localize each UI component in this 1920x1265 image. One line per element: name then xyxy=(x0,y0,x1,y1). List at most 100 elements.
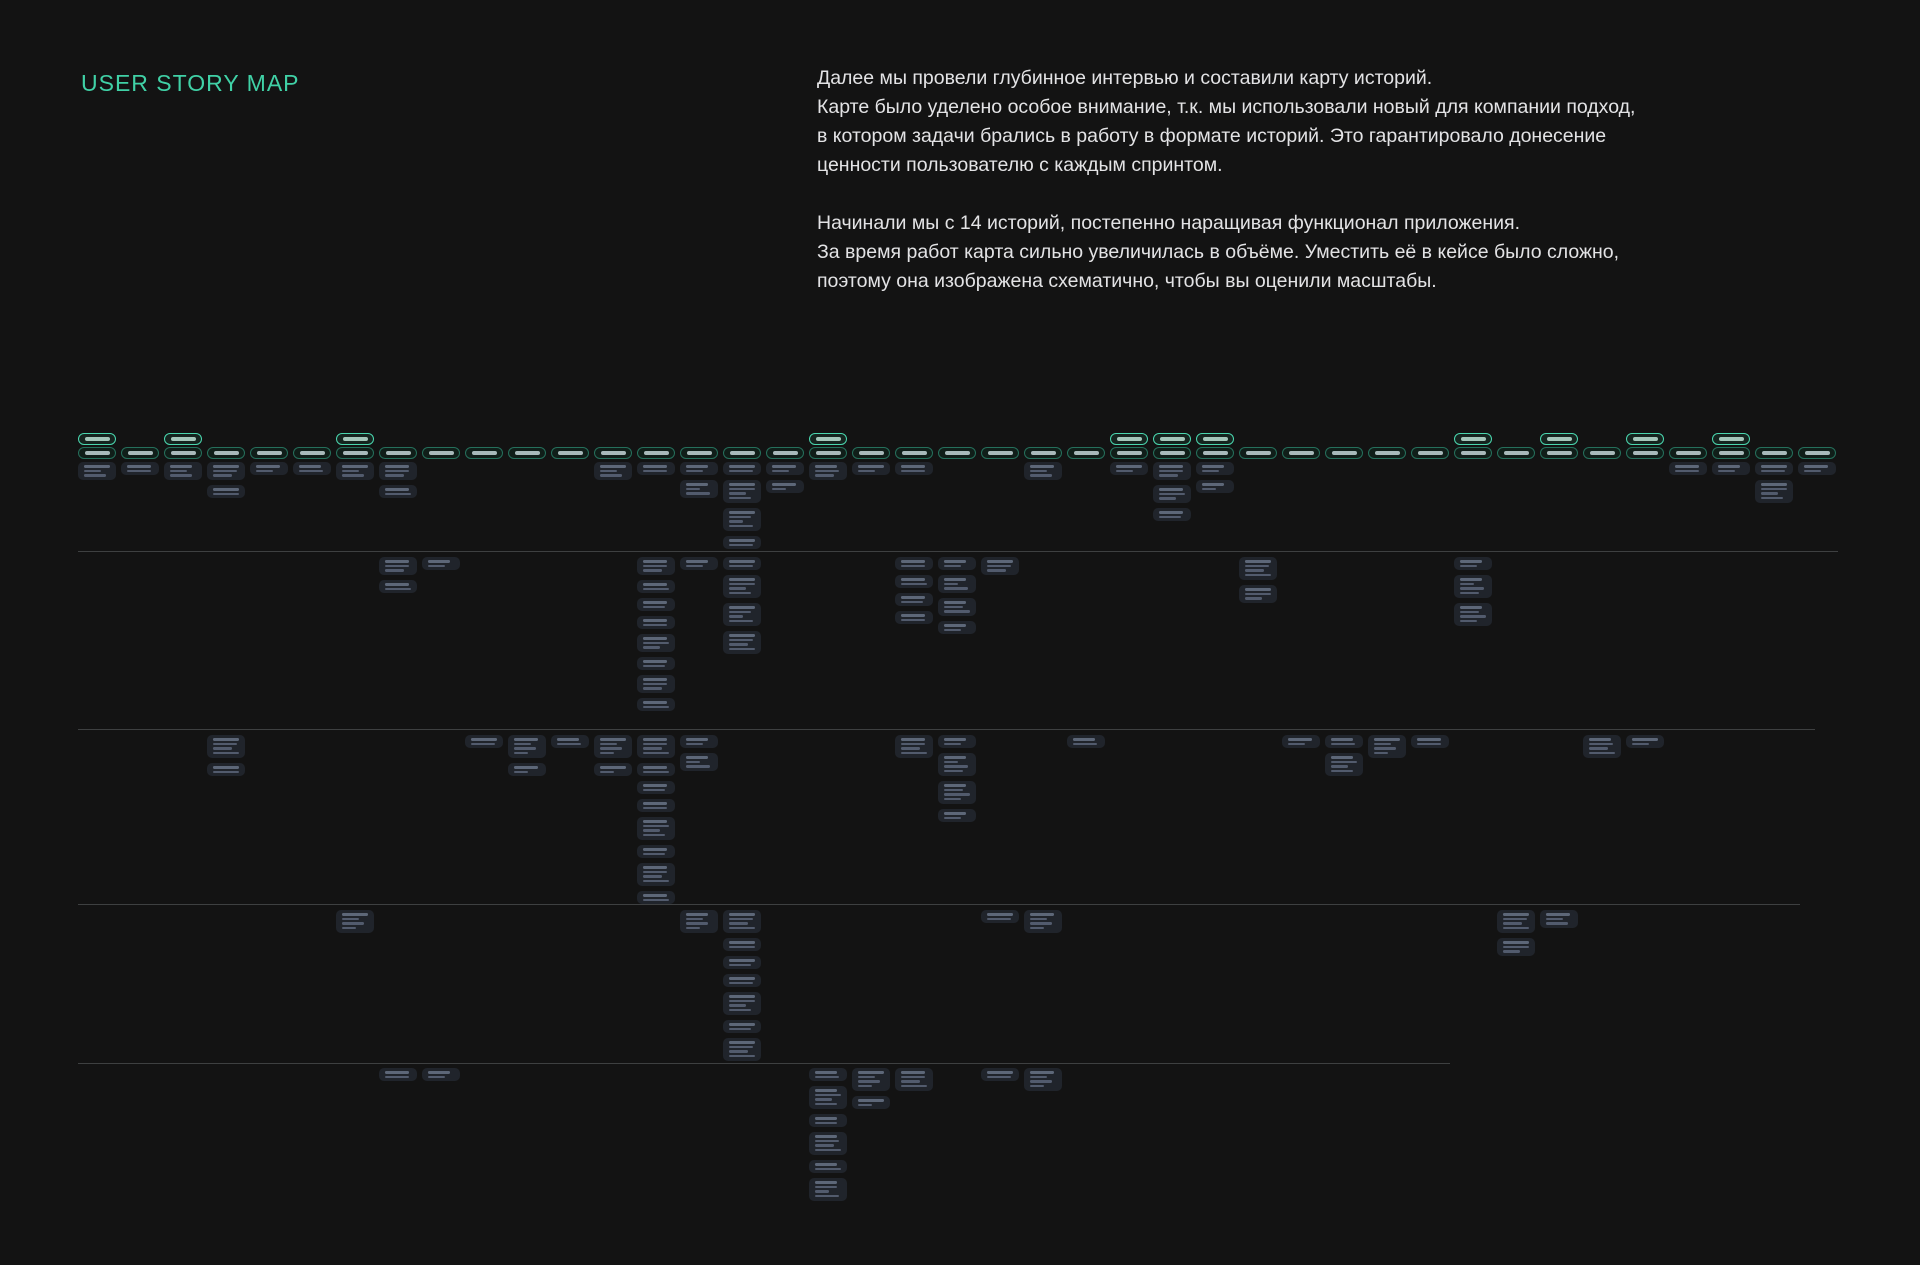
story-card xyxy=(164,462,202,480)
story-card-text-line xyxy=(901,752,927,755)
story-card xyxy=(723,508,761,531)
story-card-text-line xyxy=(1245,597,1262,600)
story-card-text-line xyxy=(1159,469,1183,473)
story-card xyxy=(1325,735,1363,748)
story-card-text-line xyxy=(600,474,622,477)
story-card xyxy=(1067,735,1105,748)
story-card-text-line xyxy=(729,634,755,637)
story-card-text-line xyxy=(729,1041,755,1044)
story-card-text-line xyxy=(1202,483,1224,486)
story-card xyxy=(766,480,804,493)
story-card-text-line xyxy=(815,1190,829,1193)
story-card-text-line xyxy=(729,927,755,930)
story-card xyxy=(1239,585,1277,603)
epic-pill-bar xyxy=(1160,437,1185,441)
step-pill-bar xyxy=(257,451,282,455)
story-card-text-line xyxy=(1331,738,1353,741)
step-pill xyxy=(938,447,976,459)
story-card-text-line xyxy=(170,474,192,477)
story-card-text-line xyxy=(815,469,839,473)
story-card xyxy=(1583,735,1621,758)
story-card-text-line xyxy=(729,1023,755,1026)
step-pill-bar xyxy=(300,451,325,455)
epic-pill xyxy=(1540,433,1578,445)
step-pill xyxy=(336,447,374,459)
story-card xyxy=(637,845,675,858)
story-card xyxy=(723,910,761,933)
story-card-text-line xyxy=(686,760,700,764)
step-pill-bar xyxy=(386,451,411,455)
step-pill-bar xyxy=(644,451,669,455)
story-card-text-line xyxy=(772,469,789,473)
story-card-text-line xyxy=(1546,917,1563,921)
story-card-text-line xyxy=(600,469,617,473)
story-card-text-line xyxy=(213,474,232,477)
epic-pill xyxy=(336,433,374,445)
story-card-text-line xyxy=(643,898,669,902)
story-card-text-line xyxy=(1546,922,1568,925)
story-card-text-line xyxy=(1030,465,1054,468)
story-card-text-line xyxy=(428,1075,445,1079)
story-card-text-line xyxy=(213,770,239,774)
story-card-text-line xyxy=(1761,497,1783,500)
step-pill xyxy=(981,447,1019,459)
story-card-text-line xyxy=(514,738,538,741)
story-card xyxy=(1669,462,1707,475)
story-card xyxy=(1497,938,1535,956)
story-card-text-line xyxy=(729,913,755,916)
story-card xyxy=(766,462,804,475)
story-card-text-line xyxy=(815,1071,837,1074)
story-card-text-line xyxy=(1589,738,1611,741)
story-card-text-line xyxy=(1718,465,1740,468)
story-card xyxy=(1196,480,1234,493)
story-card-text-line xyxy=(643,784,667,787)
story-card-text-line xyxy=(643,623,667,627)
story-card xyxy=(852,1068,890,1091)
story-card-text-line xyxy=(729,582,755,586)
story-card-text-line xyxy=(1675,465,1699,468)
story-card xyxy=(121,462,159,475)
story-card-text-line xyxy=(1030,1071,1054,1074)
story-card xyxy=(207,485,245,498)
story-card xyxy=(981,557,1019,575)
story-card-text-line xyxy=(514,747,536,750)
story-card-text-line xyxy=(944,738,966,741)
story-card-text-line xyxy=(1331,765,1348,768)
story-card-text-line xyxy=(729,592,751,595)
story-card-text-line xyxy=(729,525,753,528)
step-pill-bar xyxy=(1203,451,1228,455)
story-card-text-line xyxy=(342,922,364,925)
story-card-text-line xyxy=(944,788,963,792)
story-card-text-line xyxy=(901,1085,927,1088)
story-card-text-line xyxy=(643,705,669,709)
step-pill-bar xyxy=(1418,451,1443,455)
story-card-text-line xyxy=(643,587,669,591)
epic-pill xyxy=(1626,433,1664,445)
story-card-text-line xyxy=(643,752,669,755)
story-card-text-line xyxy=(600,766,626,769)
story-card xyxy=(1153,462,1191,480)
story-card-text-line xyxy=(1761,483,1787,486)
step-pill xyxy=(1669,447,1707,459)
story-card-text-line xyxy=(643,870,667,874)
step-pill xyxy=(1540,447,1578,459)
step-pill-bar xyxy=(429,451,454,455)
story-card xyxy=(637,817,675,840)
story-card-text-line xyxy=(686,487,700,491)
story-card-text-line xyxy=(1460,606,1482,609)
story-card-text-line xyxy=(858,1085,872,1088)
story-card-text-line xyxy=(729,941,755,944)
story-card xyxy=(1411,735,1449,748)
story-card-text-line xyxy=(385,474,404,477)
story-card-text-line xyxy=(643,619,667,622)
story-card-text-line xyxy=(1030,474,1052,477)
story-card-text-line xyxy=(729,483,755,486)
story-card-text-line xyxy=(1116,469,1133,473)
epic-pill-bar xyxy=(343,437,368,441)
story-card-text-line xyxy=(1503,945,1529,949)
story-card xyxy=(1024,462,1062,480)
story-card xyxy=(336,462,374,480)
story-card xyxy=(1153,508,1191,521)
epic-pill-bar xyxy=(1719,437,1744,441)
story-card xyxy=(1755,462,1793,475)
